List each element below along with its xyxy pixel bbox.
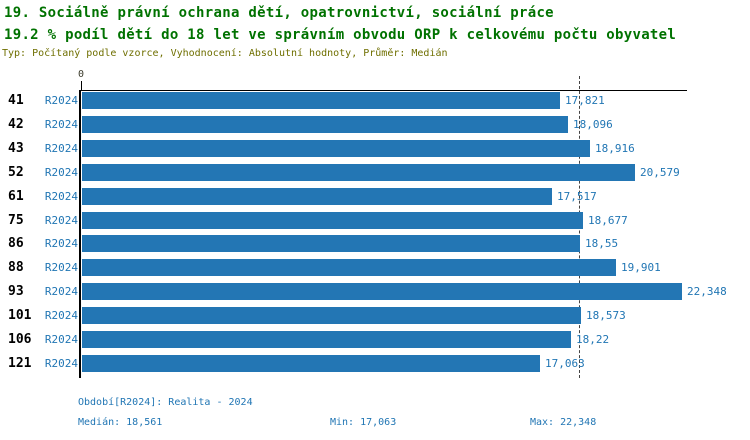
chart-row: 88 R2024 19,901: [0, 259, 750, 276]
bar-value-label: 20,579: [640, 166, 680, 179]
footer-median: Medián: 18,561: [78, 417, 163, 428]
bar: [82, 116, 568, 133]
row-category-label: 41: [8, 93, 24, 108]
bar-value-label: 17,517: [557, 190, 597, 203]
bar-value-label: 22,348: [687, 285, 727, 298]
x-axis-line: [81, 90, 687, 91]
bar-value-label: 18,096: [573, 118, 613, 131]
chart-row: 75 R2024 18,677: [0, 212, 750, 229]
row-series-label: R2024: [44, 285, 78, 298]
chart-row: 61 R2024 17,517: [0, 188, 750, 205]
chart-row: 121 R2024 17,063: [0, 355, 750, 372]
indicator-subtitle: 19.2 % podíl dětí do 18 let ve správním …: [4, 27, 677, 43]
bar-value-label: 18,573: [586, 309, 626, 322]
row-category-label: 42: [8, 117, 24, 132]
row-series-label: R2024: [44, 118, 78, 131]
bar: [82, 355, 540, 372]
row-category-label: 121: [8, 356, 32, 371]
row-category-label: 88: [8, 260, 24, 275]
row-series-label: R2024: [44, 214, 78, 227]
row-category-label: 106: [8, 332, 32, 347]
row-series-label: R2024: [44, 190, 78, 203]
chart-row: 42 R2024 18,096: [0, 116, 750, 133]
indicator-meta: Typ: Počítaný podle vzorce, Vyhodnocení:…: [2, 48, 448, 59]
bar-value-label: 18,22: [576, 333, 610, 346]
page-title: 19. Sociálně právní ochrana dětí, opatro…: [4, 5, 554, 21]
chart-row: 43 R2024 18,916: [0, 140, 750, 157]
bar-value-label: 18,916: [595, 142, 635, 155]
bar-value-label: 18,677: [588, 214, 628, 227]
bar: [82, 235, 580, 252]
chart-row: 86 R2024 18,55: [0, 235, 750, 252]
row-series-label: R2024: [44, 357, 78, 370]
bar: [82, 307, 581, 324]
row-category-label: 86: [8, 236, 24, 251]
bar-value-label: 17,063: [545, 357, 585, 370]
chart-row: 93 R2024 22,348: [0, 283, 750, 300]
row-series-label: R2024: [44, 261, 78, 274]
footer-max: Max: 22,348: [530, 417, 597, 428]
chart-row: 106 R2024 18,22: [0, 331, 750, 348]
row-series-label: R2024: [44, 142, 78, 155]
bar: [82, 188, 552, 205]
row-series-label: R2024: [44, 333, 78, 346]
row-category-label: 75: [8, 213, 24, 228]
row-category-label: 93: [8, 284, 24, 299]
x-axis-zero-tick: [81, 81, 82, 90]
bar-value-label: 19,901: [621, 261, 661, 274]
row-category-label: 43: [8, 141, 24, 156]
row-category-label: 61: [8, 189, 24, 204]
y-axis-line: [79, 90, 81, 378]
chart-row: 41 R2024 17,821: [0, 92, 750, 109]
bar-chart: 41 R2024 17,821 42 R2024 18,096 43 R2024…: [0, 92, 750, 382]
row-series-label: R2024: [44, 309, 78, 322]
row-category-label: 52: [8, 165, 24, 180]
row-series-label: R2024: [44, 237, 78, 250]
bar: [82, 140, 590, 157]
bar: [82, 259, 616, 276]
chart-row: 101 R2024 18,573: [0, 307, 750, 324]
x-axis-zero-label: 0: [77, 69, 85, 80]
row-series-label: R2024: [44, 166, 78, 179]
bar: [82, 212, 583, 229]
bar-value-label: 17,821: [565, 94, 605, 107]
bar: [82, 331, 571, 348]
footer-min: Min: 17,063: [330, 417, 397, 428]
row-category-label: 101: [8, 308, 32, 323]
bar: [82, 92, 560, 109]
footer-period: Období[R2024]: Realita - 2024: [78, 397, 253, 408]
bar: [82, 283, 682, 300]
chart-row: 52 R2024 20,579: [0, 164, 750, 181]
bar: [82, 164, 635, 181]
row-series-label: R2024: [44, 94, 78, 107]
bar-value-label: 18,55: [585, 237, 619, 250]
